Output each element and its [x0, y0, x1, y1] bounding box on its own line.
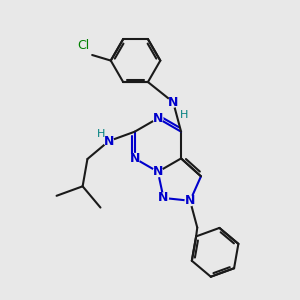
Text: N: N	[185, 194, 195, 207]
Circle shape	[185, 196, 195, 206]
Text: N: N	[153, 112, 163, 125]
Text: N: N	[158, 191, 169, 205]
Text: H: H	[97, 129, 105, 139]
Circle shape	[153, 167, 163, 177]
Circle shape	[159, 193, 168, 203]
Circle shape	[168, 97, 178, 107]
Text: N: N	[130, 152, 140, 165]
Circle shape	[104, 136, 114, 146]
Text: Cl: Cl	[77, 39, 89, 52]
Circle shape	[130, 154, 140, 163]
Text: N: N	[168, 96, 178, 109]
Circle shape	[153, 113, 163, 123]
Text: N: N	[103, 135, 114, 148]
Text: N: N	[153, 165, 163, 178]
Text: H: H	[180, 110, 188, 120]
